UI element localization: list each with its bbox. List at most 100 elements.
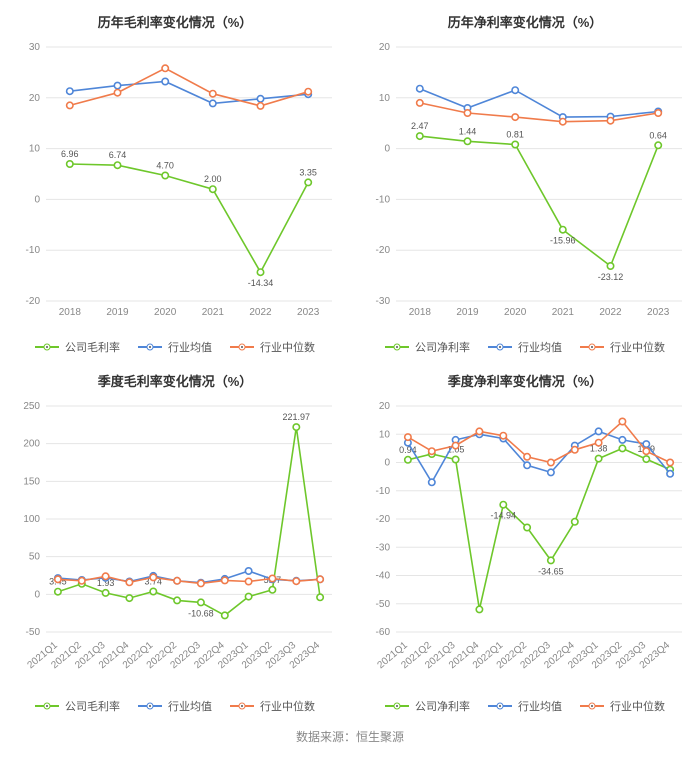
svg-text:2022: 2022 [249,307,272,318]
svg-text:221.97: 221.97 [283,412,311,422]
legend-label: 行业均值 [168,339,212,355]
svg-text:150: 150 [23,476,40,487]
svg-text:2.00: 2.00 [204,174,222,184]
legend-swatch-icon [580,346,604,348]
svg-text:2018: 2018 [59,307,82,318]
chart-title: 季度净利率变化情况（%） [354,371,696,390]
svg-text:0: 0 [34,589,40,600]
chart-gross_annual-svg: -20-1001020302018201920202021202220236.9… [4,35,344,335]
chart-gross_annual: 历年毛利率变化情况（%）-20-100102030201820192020202… [4,4,346,355]
svg-text:3.35: 3.35 [299,167,317,177]
svg-text:2022: 2022 [599,307,622,318]
legend-item: 行业均值 [488,698,562,714]
svg-text:2021: 2021 [552,307,575,318]
chart-gross_quarter-svg: -500501001502002502021Q12021Q22021Q32021… [4,394,344,694]
svg-text:-20: -20 [376,245,391,256]
svg-text:100: 100 [23,514,40,525]
legend-label: 行业中位数 [260,698,315,714]
svg-text:2023: 2023 [297,307,320,318]
legend-label: 行业中位数 [610,339,665,355]
svg-text:1.44: 1.44 [459,126,477,136]
legend-label: 行业中位数 [610,698,665,714]
svg-text:-10.68: -10.68 [188,608,214,618]
chart-legend: 公司净利率 行业均值 行业中位数 [354,698,696,714]
svg-text:2018: 2018 [409,307,432,318]
svg-text:250: 250 [23,401,40,412]
chart-net_annual: 历年净利率变化情况（%）-30-20-100102020182019202020… [354,4,696,355]
svg-text:2.47: 2.47 [411,121,429,131]
legend-item: 行业中位数 [580,339,665,355]
svg-text:200: 200 [23,439,40,450]
svg-text:2020: 2020 [154,307,177,318]
legend-label: 公司净利率 [415,339,470,355]
svg-text:-50: -50 [376,599,391,610]
legend-swatch-icon [385,705,409,707]
svg-text:20: 20 [29,93,41,104]
svg-text:20: 20 [379,42,391,53]
legend-swatch-icon [35,346,59,348]
legend-swatch-icon [580,705,604,707]
legend-label: 行业中位数 [260,339,315,355]
legend-swatch-icon [35,705,59,707]
svg-text:10: 10 [379,429,391,440]
svg-text:2023: 2023 [647,307,670,318]
svg-text:10: 10 [29,144,41,155]
svg-text:-14.94: -14.94 [491,511,517,521]
data-source-footer: 数据来源：恒生聚源 [0,718,700,759]
svg-text:20: 20 [379,401,391,412]
svg-text:-40: -40 [376,571,391,582]
svg-text:4.70: 4.70 [156,161,174,171]
svg-text:0.64: 0.64 [649,130,667,140]
chart-net_annual-svg: -30-20-10010202018201920202021202220232.… [354,35,694,335]
chart-title: 历年净利率变化情况（%） [354,12,696,31]
legend-item: 行业中位数 [580,698,665,714]
legend-item: 公司毛利率 [35,698,120,714]
legend-label: 行业均值 [518,698,562,714]
legend-swatch-icon [385,346,409,348]
svg-text:-34.65: -34.65 [538,566,564,576]
svg-text:-30: -30 [376,542,391,553]
svg-text:0: 0 [384,458,390,469]
legend-item: 行业均值 [488,339,562,355]
legend-label: 行业均值 [518,339,562,355]
legend-item: 公司净利率 [385,339,470,355]
svg-text:2020: 2020 [504,307,527,318]
chart-title: 季度毛利率变化情况（%） [4,371,346,390]
chart-legend: 公司毛利率 行业均值 行业中位数 [4,698,346,714]
legend-swatch-icon [230,346,254,348]
svg-text:-60: -60 [376,627,391,638]
svg-text:2021: 2021 [202,307,225,318]
svg-text:-14.34: -14.34 [248,278,274,288]
svg-text:-20: -20 [26,296,41,307]
svg-text:-10: -10 [376,486,391,497]
svg-text:-23.12: -23.12 [598,272,624,282]
legend-swatch-icon [230,705,254,707]
chart-legend: 公司毛利率 行业均值 行业中位数 [4,339,346,355]
legend-item: 行业中位数 [230,339,315,355]
svg-text:6.96: 6.96 [61,149,79,159]
legend-item: 行业均值 [138,339,212,355]
legend-label: 公司净利率 [415,698,470,714]
chart-net_quarter-svg: -60-50-40-30-20-10010202021Q12021Q22021Q… [354,394,694,694]
svg-text:-50: -50 [26,627,41,638]
legend-item: 行业均值 [138,698,212,714]
legend-swatch-icon [488,346,512,348]
svg-text:2019: 2019 [106,307,129,318]
svg-text:-30: -30 [376,296,391,307]
svg-text:0: 0 [384,144,390,155]
svg-text:0.81: 0.81 [506,130,524,140]
legend-item: 行业中位数 [230,698,315,714]
legend-label: 行业均值 [168,698,212,714]
chart-title: 历年毛利率变化情况（%） [4,12,346,31]
svg-text:-10: -10 [26,245,41,256]
svg-text:6.74: 6.74 [109,150,127,160]
svg-text:30: 30 [29,42,41,53]
charts-grid: 历年毛利率变化情况（%）-20-100102030201820192020202… [0,0,700,718]
legend-swatch-icon [138,705,162,707]
legend-item: 公司净利率 [385,698,470,714]
svg-text:10: 10 [379,93,391,104]
legend-swatch-icon [488,705,512,707]
legend-item: 公司毛利率 [35,339,120,355]
legend-label: 公司毛利率 [65,339,120,355]
chart-gross_quarter: 季度毛利率变化情况（%）-500501001502002502021Q12021… [4,363,346,714]
